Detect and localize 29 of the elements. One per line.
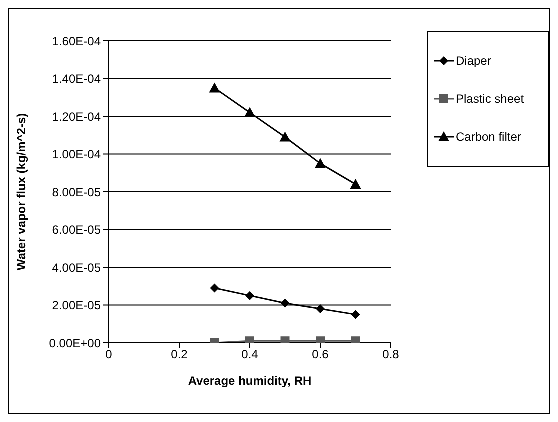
point	[280, 132, 291, 142]
point	[316, 304, 325, 314]
point	[209, 82, 220, 93]
point	[280, 298, 290, 308]
y-tick-label: 1.20E-04	[52, 110, 102, 124]
x-tick-label: 0.8	[382, 348, 400, 362]
legend-label: Diaper	[456, 54, 492, 68]
point	[210, 284, 220, 293]
legend-label: Carbon filter	[456, 130, 522, 144]
y-tick-label: 1.60E-04	[52, 34, 102, 48]
legend-label: Plastic sheet	[456, 92, 524, 106]
y-tick-label: 1.00E-04	[52, 148, 102, 162]
y-axis-title: Water vapor flux (kg/m^2-s)	[14, 113, 28, 271]
point	[315, 158, 326, 168]
point	[350, 178, 362, 189]
y-tick-label: 1.40E-04	[52, 72, 102, 86]
y-tick-label: 2.00E-05	[52, 298, 102, 313]
x-tick-label: 0.2	[171, 348, 188, 362]
point	[246, 291, 254, 300]
point	[244, 107, 256, 118]
x-tick-label: 0.6	[312, 348, 330, 362]
x-tick-label: 0	[106, 348, 113, 362]
x-axis-title: Average humidity, RH	[188, 374, 312, 388]
y-tick-label: 0.00E+00	[49, 336, 102, 350]
x-tick-label: 0.4	[242, 348, 259, 362]
y-tick-label: 4.00E-05	[52, 260, 102, 275]
y-tick-label: 8.00E-05	[52, 185, 102, 200]
y-tick-label: 6.00E-05	[52, 223, 102, 238]
point	[351, 310, 360, 320]
